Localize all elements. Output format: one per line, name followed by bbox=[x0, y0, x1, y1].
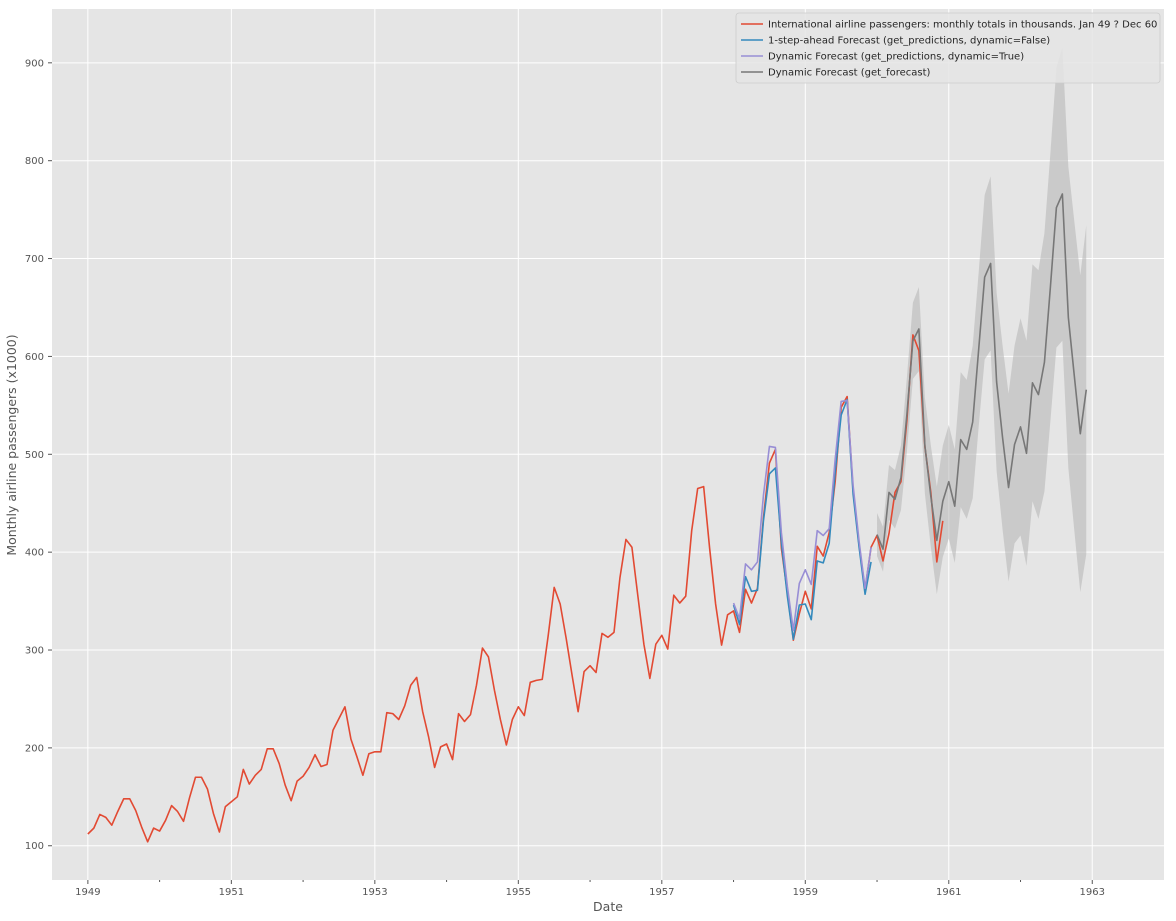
legend: International airline passengers: monthl… bbox=[735, 12, 1161, 84]
legend-label: International airline passengers: monthl… bbox=[768, 20, 1157, 31]
series-line-dynamic bbox=[732, 399, 872, 632]
legend-label: Dynamic Forecast (get_predictions, dynam… bbox=[768, 52, 1024, 63]
y-axis-label: Monthly airline passengers (x1000) bbox=[4, 334, 19, 555]
y-tick-label: 100 bbox=[25, 841, 44, 852]
x-tick-label: 1963 bbox=[1080, 887, 1105, 898]
y-tick-label: 600 bbox=[25, 352, 44, 363]
x-axis: 1949 1951 1953 1955 1957 1959 1961 1963 bbox=[75, 880, 1105, 898]
y-axis: 100 200 300 400 500 600 700 800 900 bbox=[25, 58, 52, 852]
y-tick-label: 800 bbox=[25, 156, 44, 167]
x-tick-label: 1961 bbox=[936, 887, 961, 898]
legend-label: 1-step-ahead Forecast (get_predictions, … bbox=[768, 36, 1050, 47]
y-tick-label: 700 bbox=[25, 254, 44, 265]
legend-label: Dynamic Forecast (get_forecast) bbox=[768, 68, 931, 79]
x-tick-label: 1951 bbox=[219, 887, 244, 898]
x-tick-label: 1949 bbox=[75, 887, 100, 898]
y-tick-label: 500 bbox=[25, 450, 44, 461]
series-line-forecast bbox=[876, 193, 1088, 551]
y-tick-label: 300 bbox=[25, 646, 44, 657]
x-tick-label: 1957 bbox=[649, 887, 674, 898]
x-axis-label: Date bbox=[593, 899, 623, 914]
x-tick-label: 1959 bbox=[793, 887, 818, 898]
x-tick-label: 1955 bbox=[506, 887, 531, 898]
series-line-observed bbox=[87, 334, 944, 843]
y-tick-label: 200 bbox=[25, 743, 44, 754]
series-lines bbox=[87, 193, 1088, 843]
grid-lines bbox=[52, 9, 1164, 880]
x-tick-label: 1953 bbox=[362, 887, 387, 898]
plot-area bbox=[52, 9, 1164, 880]
y-tick-label: 900 bbox=[25, 58, 44, 69]
y-tick-label: 400 bbox=[25, 548, 44, 559]
legend-frame bbox=[735, 12, 1161, 84]
